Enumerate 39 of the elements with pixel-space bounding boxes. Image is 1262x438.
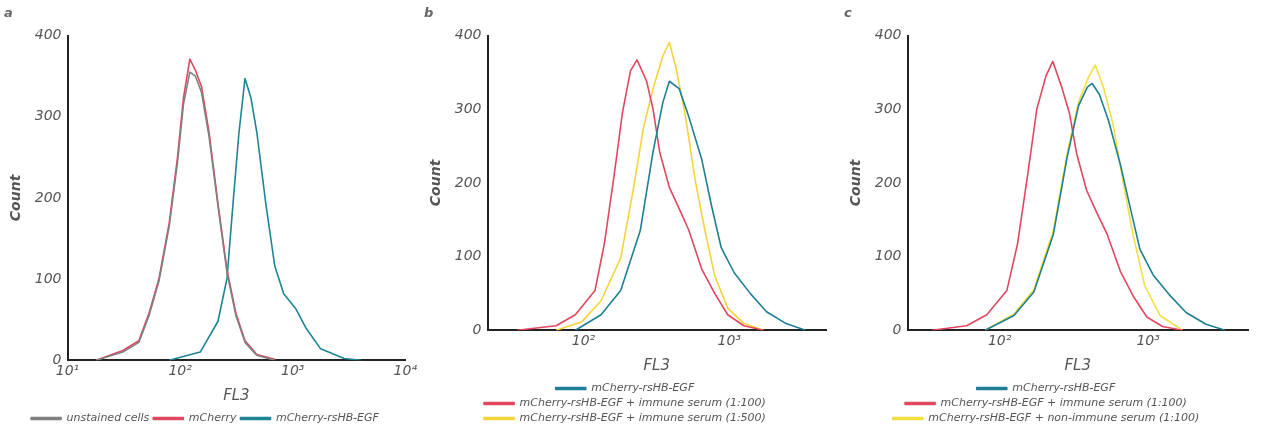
y-tick-label: 200 bbox=[34, 188, 62, 205]
y-tick-label: 200 bbox=[874, 173, 902, 190]
legend-label: mCherry-rsHB-EGF bbox=[275, 411, 380, 425]
y-tick-label: 100 bbox=[454, 247, 482, 264]
legend-label: unstained cells bbox=[66, 411, 150, 425]
x-tick-label: 10² bbox=[571, 332, 596, 349]
x-tick-label: 10³ bbox=[717, 332, 742, 349]
y-tick-label: 300 bbox=[874, 99, 902, 116]
chart-title: c bbox=[844, 5, 852, 21]
legend-label: mCherry-rsHB-EGF + immune serum (1:500) bbox=[519, 411, 766, 425]
legend-label: mCherry-rsHB-EGF bbox=[591, 381, 695, 395]
x-tick-label: 10³ bbox=[280, 362, 305, 379]
y-tick-label: 400 bbox=[34, 26, 62, 43]
y-tick-label: 300 bbox=[454, 99, 482, 116]
x-axis-title: FL3 bbox=[1064, 355, 1092, 374]
x-tick-label: 10² bbox=[168, 362, 193, 379]
y-tick-label: 100 bbox=[34, 269, 62, 286]
chart-title: a bbox=[4, 5, 13, 21]
y-axis-title: Count bbox=[7, 173, 24, 222]
x-tick-label: 10² bbox=[987, 332, 1012, 349]
y-tick-label: 0 bbox=[472, 320, 482, 337]
y-tick-label: 300 bbox=[34, 107, 62, 124]
x-axis-title: FL3 bbox=[643, 355, 671, 374]
legend-label: mCherry-rsHB-EGF + non-immune serum (1:100) bbox=[928, 411, 1200, 425]
legend-label: mCherry-rsHB-EGF + immune serum (1:100) bbox=[519, 396, 766, 410]
y-tick-label: 400 bbox=[454, 26, 482, 43]
y-tick-label: 0 bbox=[892, 320, 902, 337]
x-axis-title: FL3 bbox=[223, 385, 250, 404]
y-tick-label: 200 bbox=[454, 173, 482, 190]
y-axis-title: Count bbox=[427, 158, 444, 207]
y-tick-label: 400 bbox=[874, 26, 902, 43]
x-tick-label: 10⁴ bbox=[393, 362, 418, 379]
legend-label: mCherry bbox=[188, 411, 237, 425]
x-tick-label: 10³ bbox=[1136, 332, 1161, 349]
y-axis-title: Count bbox=[847, 158, 864, 207]
legend-label: mCherry-rsHB-EGF + immune serum (1:100) bbox=[940, 396, 1187, 410]
y-tick-label: 100 bbox=[874, 247, 902, 264]
chart-title: b bbox=[424, 5, 434, 21]
legend-label: mCherry-rsHB-EGF bbox=[1012, 381, 1116, 395]
